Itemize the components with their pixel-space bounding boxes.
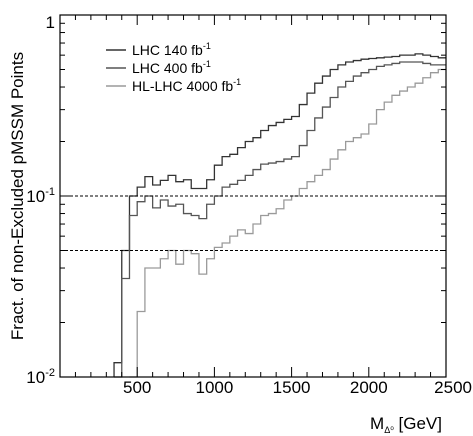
series-line-2 (114, 61, 446, 378)
series-line-1 (113, 53, 446, 377)
x-tick-labels: 500 1000 1500 2000 2500 (123, 378, 472, 397)
x-tick-label: 2000 (350, 378, 388, 397)
x-axis-label-main: M (370, 414, 384, 433)
y-axis-label: Fract. of non-Excluded pMSSM Points (8, 52, 27, 340)
x-tick-label: 500 (123, 378, 151, 397)
series-line-3 (129, 68, 446, 378)
x-axis-label-unit: [GeV] (394, 414, 442, 433)
legend-label-sup: -1 (203, 41, 211, 51)
y-tick-label: 10-1 (26, 186, 55, 206)
y-tick-label: 10-2 (26, 367, 55, 387)
legend-label-3: HL-LHC 4000 fb-1 (132, 77, 241, 94)
x-tick-label: 1500 (273, 378, 311, 397)
y-tick-label-exponent: -2 (45, 367, 55, 379)
x-axis-label-sub: Δ⁰ (384, 425, 394, 435)
legend-label-1: LHC 140 fb-1 (132, 41, 211, 58)
y-tick-label-base: 10 (26, 368, 45, 387)
reference-lines (60, 195, 446, 251)
y-tick-label-base: 10 (26, 187, 45, 206)
legend-label-2: LHC 400 fb-1 (132, 59, 211, 76)
y-tick-label: 1 (46, 13, 55, 32)
y-tick-label-exponent: -1 (45, 186, 55, 198)
legend-label-sup: -1 (203, 59, 211, 69)
x-axis-label: MΔ⁰ [GeV] (370, 414, 442, 435)
y-tick-labels: 10-210-11 (26, 13, 55, 387)
legend-label-sup: -1 (233, 77, 241, 87)
legend-label-text: LHC 140 fb (132, 42, 203, 58)
series-lines (113, 53, 446, 378)
legend-label-text: HL-LHC 4000 fb (132, 78, 233, 94)
x-tick-label: 1000 (195, 378, 233, 397)
y-tick-label-base: 1 (46, 13, 55, 32)
legend-label-text: LHC 400 fb (132, 60, 203, 76)
x-tick-label: 2500 (434, 378, 472, 397)
axis-ticks (60, 15, 446, 377)
